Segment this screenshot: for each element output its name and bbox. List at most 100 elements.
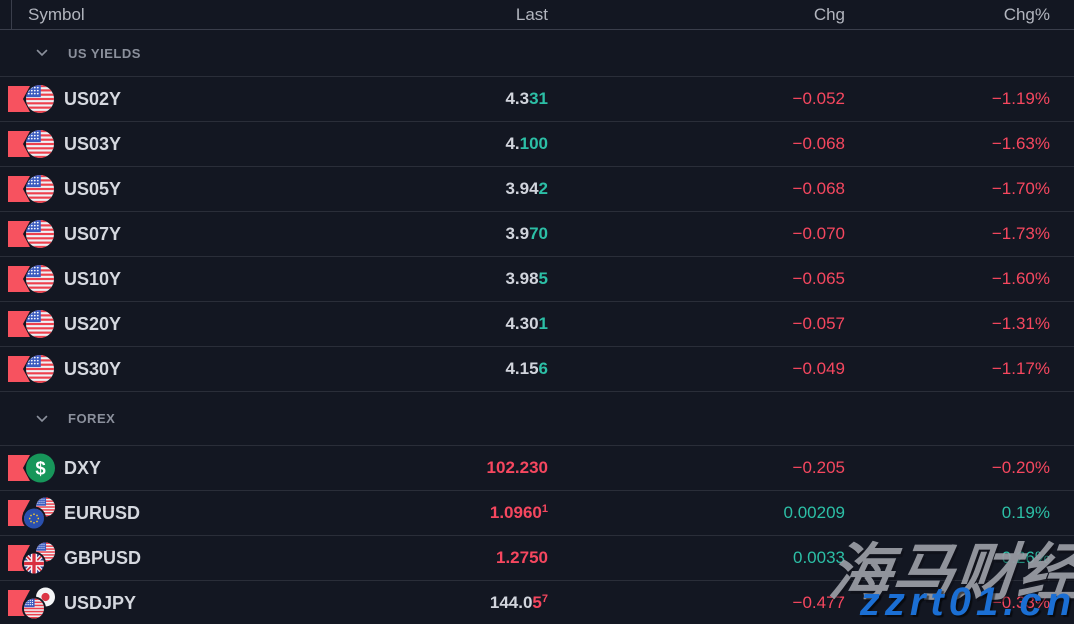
change-cell: 0.0033 bbox=[793, 548, 845, 567]
last-price-cell: 1.2750 bbox=[348, 548, 548, 568]
column-header-chg-pct[interactable]: Chg% bbox=[1003, 4, 1050, 24]
us-flag-icon bbox=[26, 130, 54, 158]
watchlist-row-us05y[interactable]: US05Y 3.942 −0.068 −1.70% bbox=[0, 167, 1074, 212]
flagged-marker-icon[interactable] bbox=[8, 86, 30, 112]
watchlist-row-eurusd[interactable]: EURUSD 1.09601 0.00209 0.19% bbox=[0, 491, 1074, 536]
symbol-cell: US10Y bbox=[0, 257, 348, 301]
watchlist-row-us02y[interactable]: US02Y 4.331 −0.052 −1.19% bbox=[0, 77, 1074, 122]
currency-pair-icon bbox=[24, 542, 55, 574]
change-percent-cell: −0.33% bbox=[991, 593, 1050, 612]
us-flag-icon bbox=[26, 220, 54, 248]
header-divider-tick bbox=[11, 0, 12, 29]
column-header-symbol[interactable]: Symbol bbox=[28, 4, 85, 24]
change-percent-cell: −1.19% bbox=[991, 89, 1050, 108]
change-cell: −0.049 bbox=[792, 359, 845, 378]
last-price-static-part: 3.98 bbox=[505, 269, 539, 288]
us-flag-icon bbox=[26, 220, 54, 248]
symbol-name: GBPUSD bbox=[64, 547, 142, 568]
symbol-name: US10Y bbox=[64, 268, 122, 289]
change-percent-cell: −1.73% bbox=[991, 224, 1050, 243]
change-percent-cell: −1.63% bbox=[991, 134, 1050, 153]
symbol-cell: US05Y bbox=[0, 167, 348, 211]
flagged-marker-icon[interactable] bbox=[8, 266, 30, 292]
flagged-marker-icon[interactable] bbox=[8, 176, 30, 202]
flagged-marker-icon[interactable] bbox=[8, 311, 30, 337]
change-cell: −0.057 bbox=[792, 314, 845, 333]
us-flag-icon bbox=[24, 598, 44, 619]
last-price-static-part: 4.15 bbox=[505, 359, 539, 378]
svg-text:$: $ bbox=[35, 458, 46, 479]
last-price-sup-digit: 7 bbox=[541, 593, 548, 605]
us-flag-icon bbox=[26, 85, 54, 113]
flagged-marker-icon[interactable] bbox=[8, 221, 30, 247]
symbol-name: US03Y bbox=[64, 133, 122, 154]
chevron-down-icon[interactable] bbox=[36, 49, 48, 57]
last-price-cell: 4.331 bbox=[348, 89, 548, 109]
us-flag-icon bbox=[26, 175, 54, 203]
us-flag-icon bbox=[26, 175, 54, 203]
dollar-index-icon: $ bbox=[26, 453, 55, 483]
flagged-marker-icon[interactable] bbox=[8, 455, 30, 481]
column-header-chg[interactable]: Chg bbox=[813, 4, 845, 24]
last-price-changed-part: 5 bbox=[532, 593, 542, 612]
last-price-cell: 4.156 bbox=[348, 359, 548, 379]
last-price-cell: 3.970 bbox=[348, 224, 548, 244]
section-header-us-yields[interactable]: US YIELDS bbox=[0, 30, 1074, 77]
last-price-cell: 3.942 bbox=[348, 179, 548, 199]
flagged-marker-icon[interactable] bbox=[8, 356, 30, 382]
watchlist-row-us10y[interactable]: US10Y 3.985 −0.065 −1.60% bbox=[0, 257, 1074, 302]
change-percent-cell: −1.60% bbox=[991, 269, 1050, 288]
symbol-cell: EURUSD bbox=[0, 491, 348, 535]
us-flag-icon bbox=[26, 265, 54, 293]
watchlist-row-us20y[interactable]: US20Y 4.301 −0.057 −1.31% bbox=[0, 302, 1074, 347]
last-price-changed-part: 5 bbox=[538, 269, 548, 288]
change-cell: −0.070 bbox=[792, 224, 845, 243]
watchlist-body: US YIELDS US02Y 4.331 −0.052 −1.19% US03Y 4.10… bbox=[0, 30, 1074, 624]
last-price-static-part: 4.30 bbox=[505, 314, 539, 333]
change-percent-cell: −1.31% bbox=[991, 314, 1050, 333]
change-cell: −0.068 bbox=[792, 134, 845, 153]
section-collapse-toggle[interactable] bbox=[36, 49, 48, 57]
watchlist-row-dxy[interactable]: $ DXY 102.230 −0.205 −0.20% bbox=[0, 446, 1074, 491]
us-flag-icon bbox=[26, 310, 54, 338]
last-price-changed-part: 2 bbox=[538, 179, 548, 198]
watchlist-row-us07y[interactable]: US07Y 3.970 −0.070 −1.73% bbox=[0, 212, 1074, 257]
chevron-down-icon[interactable] bbox=[36, 415, 48, 423]
change-cell: 0.00209 bbox=[783, 503, 845, 522]
watchlist-row-gbpusd[interactable]: GBPUSD 1.2750 0.0033 0.26% bbox=[0, 536, 1074, 581]
section-label: FOREX bbox=[68, 411, 116, 426]
last-price-changed-part: 70 bbox=[529, 224, 548, 243]
symbol-name: US30Y bbox=[64, 358, 122, 379]
change-percent-cell: 0.26% bbox=[1001, 548, 1050, 567]
last-price-sup-digit: 1 bbox=[541, 503, 548, 515]
us-flag-icon bbox=[26, 130, 54, 158]
us-flag-icon bbox=[26, 355, 54, 383]
change-percent-cell: −1.70% bbox=[991, 179, 1050, 198]
change-cell: −0.052 bbox=[792, 89, 845, 108]
symbol-name: USDJPY bbox=[64, 592, 137, 613]
symbol-cell: US20Y bbox=[0, 302, 348, 346]
us-flag-icon bbox=[24, 598, 44, 619]
section-header-forex[interactable]: FOREX bbox=[0, 392, 1074, 446]
last-price-cell: 3.985 bbox=[348, 269, 548, 289]
last-price-static-part: 144.0 bbox=[489, 593, 533, 612]
section-collapse-toggle[interactable] bbox=[36, 415, 48, 423]
change-percent-cell: −1.17% bbox=[991, 359, 1050, 378]
gb-flag-icon bbox=[24, 553, 44, 574]
watchlist-row-usdjpy[interactable]: USDJPY 144.057 −0.477 −0.33% bbox=[0, 581, 1074, 624]
flagged-marker-icon[interactable] bbox=[8, 131, 30, 157]
symbol-cell: USDJPY bbox=[0, 581, 348, 624]
last-price-static-part: 3.9 bbox=[505, 224, 530, 243]
symbol-name: EURUSD bbox=[64, 502, 141, 523]
column-header-last[interactable]: Last bbox=[515, 4, 548, 24]
watchlist-row-us03y[interactable]: US03Y 4.100 −0.068 −1.63% bbox=[0, 122, 1074, 167]
last-price-changed-part: 1 bbox=[538, 314, 548, 333]
last-price-changed-part: 1.0960 bbox=[489, 503, 542, 522]
currency-pair-icon bbox=[24, 497, 55, 529]
change-cell: −0.205 bbox=[792, 458, 845, 477]
watchlist-row-us30y[interactable]: US30Y 4.156 −0.049 −1.17% bbox=[0, 347, 1074, 392]
symbol-cell: US02Y bbox=[0, 77, 348, 121]
symbol-cell: GBPUSD bbox=[0, 536, 348, 580]
currency-pair-icon bbox=[24, 587, 55, 619]
